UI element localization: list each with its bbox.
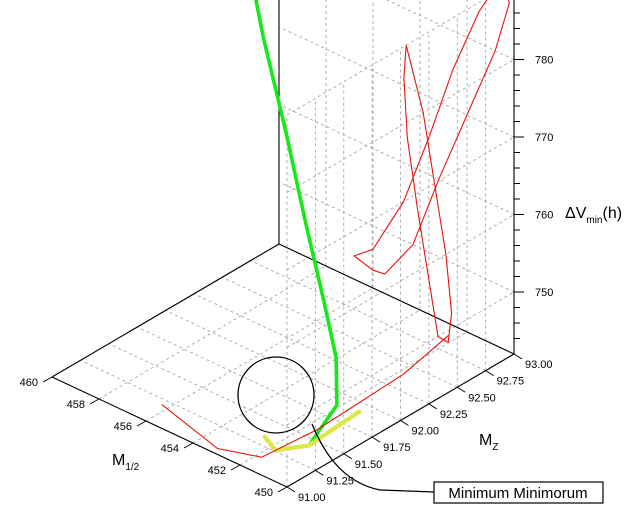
wall-gridline-z	[286, 59, 515, 193]
floor-gridline-y	[108, 343, 344, 455]
y-tick	[513, 353, 523, 360]
series-main-3d	[254, 0, 339, 448]
floor-gridline-y	[250, 260, 486, 372]
wall-gridline-z	[385, 0, 515, 60]
y-tick	[343, 453, 353, 460]
x-tick-label: 456	[114, 421, 132, 433]
y-tick-label: 92.00	[412, 426, 440, 438]
z-tick-label: 750	[535, 287, 553, 299]
y-tick-label: 91.00	[298, 492, 326, 504]
y-tick	[286, 486, 296, 493]
z-tick-label: 780	[535, 55, 553, 67]
y-tick-label: 92.75	[497, 376, 525, 388]
y-tick-label: 91.75	[383, 442, 411, 454]
wall-gridline-z	[286, 214, 515, 348]
floor-gridline-x	[98, 265, 327, 400]
y-tick	[485, 370, 494, 377]
y-tick	[371, 436, 381, 443]
floor-gridline-x	[145, 287, 374, 422]
grid	[51, 0, 515, 488]
y-tick-label: 91.25	[326, 475, 354, 487]
wall-gridline-z	[278, 181, 515, 293]
tick-labels: 45045245445645846091.0091.2591.5091.7592…	[20, 55, 554, 505]
wall-gridline-z	[286, 136, 515, 271]
axis-ticks	[42, 12, 524, 493]
floor-gridline-y	[165, 310, 401, 421]
series-projection-right-wall	[403, 45, 453, 344]
callout-box	[433, 481, 604, 504]
x-tick	[277, 486, 288, 493]
x-tick	[136, 420, 147, 427]
floor-gridline-y	[193, 293, 430, 405]
floor-gridline-y	[222, 276, 458, 388]
y-tick-label: 91.50	[355, 459, 383, 471]
series-projection-left-wall	[353, 0, 510, 275]
x-axis-line	[51, 376, 288, 488]
x-axis-title: M1/2	[112, 452, 140, 473]
y-tick-label: 92.25	[440, 409, 468, 421]
floor-gridline-x	[239, 331, 468, 466]
y-axis-title: MZ	[479, 432, 498, 453]
y-tick	[315, 469, 324, 476]
wall-gridline-z	[278, 26, 515, 138]
y-tick	[428, 403, 438, 410]
z-axis-title: ΔVmin(h)	[565, 205, 622, 226]
floor-gridline-x	[192, 309, 421, 444]
floor-gridline-y	[136, 326, 373, 438]
wall-gridline-z	[286, 0, 485, 116]
callout-label: Minimum Minimorum	[448, 485, 587, 502]
series-projection-floor	[161, 334, 449, 458]
floor-back-edge	[51, 243, 280, 378]
y-tick	[456, 386, 466, 393]
wall-gridline-z	[286, 291, 515, 426]
callout-leader-line	[311, 423, 435, 493]
x-tick-label: 450	[255, 487, 273, 499]
z-tick-label: 760	[535, 210, 553, 222]
wall-gridline-z	[278, 104, 515, 215]
x-tick	[42, 376, 53, 383]
y-tick-label: 93.00	[525, 359, 553, 371]
x-tick	[89, 398, 100, 405]
minimum-marker-circle	[237, 356, 315, 434]
y-tick	[400, 420, 409, 426]
x-tick-label: 452	[208, 465, 226, 477]
wall-bottom-edge	[278, 243, 515, 355]
y-tick-label: 92.50	[468, 392, 496, 404]
z-tick-label: 770	[535, 132, 553, 144]
x-tick	[183, 442, 194, 449]
x-tick-label: 454	[161, 443, 179, 455]
x-tick-label: 460	[20, 377, 38, 389]
x-tick-label: 458	[67, 399, 85, 411]
series-minimum-region	[262, 409, 362, 453]
series	[161, 0, 510, 458]
x-tick	[230, 464, 241, 471]
